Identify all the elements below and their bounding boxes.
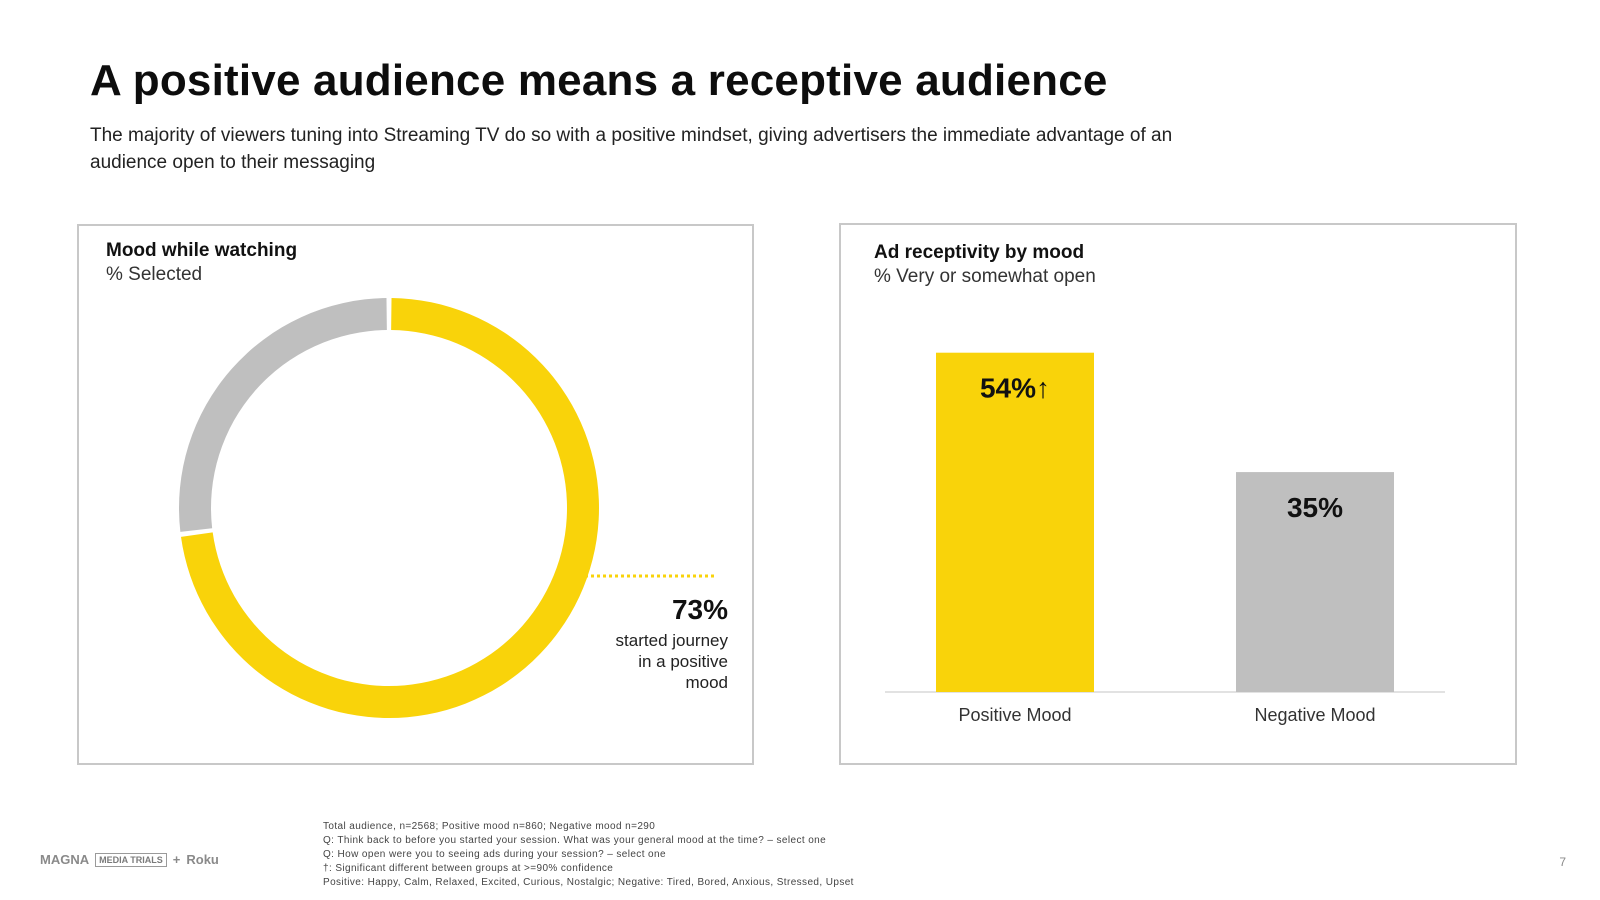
page-subtitle: The majority of viewers tuning into Stre… [90,125,1173,173]
mediatrials-logo: MEDIA TRIALS [95,852,167,867]
bar-positive-mood [936,352,1094,692]
receptivity-bar-chart: 54%↑ Positive Mood 35% Negative Mood [885,352,1445,725]
callout-description: started journey in a positive mood [616,630,728,693]
donut-slice-negative [179,298,387,532]
donut-subtitle: % Selected [106,264,203,285]
footnote: Total audience, n=2568; Positive mood n=… [323,821,656,832]
callout-line: in a positive [638,652,728,671]
bar-subtitle: % Very or somewhat open [874,266,1096,287]
plus-sign: + [172,852,181,867]
bar-data-label: 35% [1287,492,1343,523]
magna-logo: MAGNA [40,852,90,867]
footnote: Positive: Happy, Calm, Relaxed, Excited,… [323,877,854,888]
donut-title: Mood while watching [106,240,298,261]
mood-panel: Mood while watching % Selected 73% start… [77,224,754,765]
bar-data-label: 54%↑ [980,373,1050,404]
callout-line: started journey [615,631,728,650]
logo-strip: MAGNA MEDIA TRIALS + Roku [40,852,219,867]
footnotes: Total audience, n=2568; Positive mood n=… [323,820,854,890]
page-title: A positive audience means a receptive au… [90,56,1108,105]
bar-negative-mood [1236,472,1394,692]
category-tick-label: Positive Mood [958,705,1071,725]
roku-logo: Roku [186,852,219,867]
category-tick-label: Negative Mood [1254,705,1375,725]
footnote: Q: Think back to before you started your… [323,835,827,846]
footnote: Q: How open were you to seeing ads durin… [323,849,666,860]
mood-donut-chart [179,298,715,719]
footnote: †: Significant different between groups … [323,863,614,874]
callout-value: 73% [671,594,728,625]
donut-callout: 73% started journey in a positive mood [616,594,728,693]
receptivity-panel: Ad receptivity by mood % Very or somewha… [839,223,1517,765]
callout-line: mood [685,673,728,692]
bar-title: Ad receptivity by mood [874,242,1085,263]
page-number: 7 [1559,855,1566,869]
